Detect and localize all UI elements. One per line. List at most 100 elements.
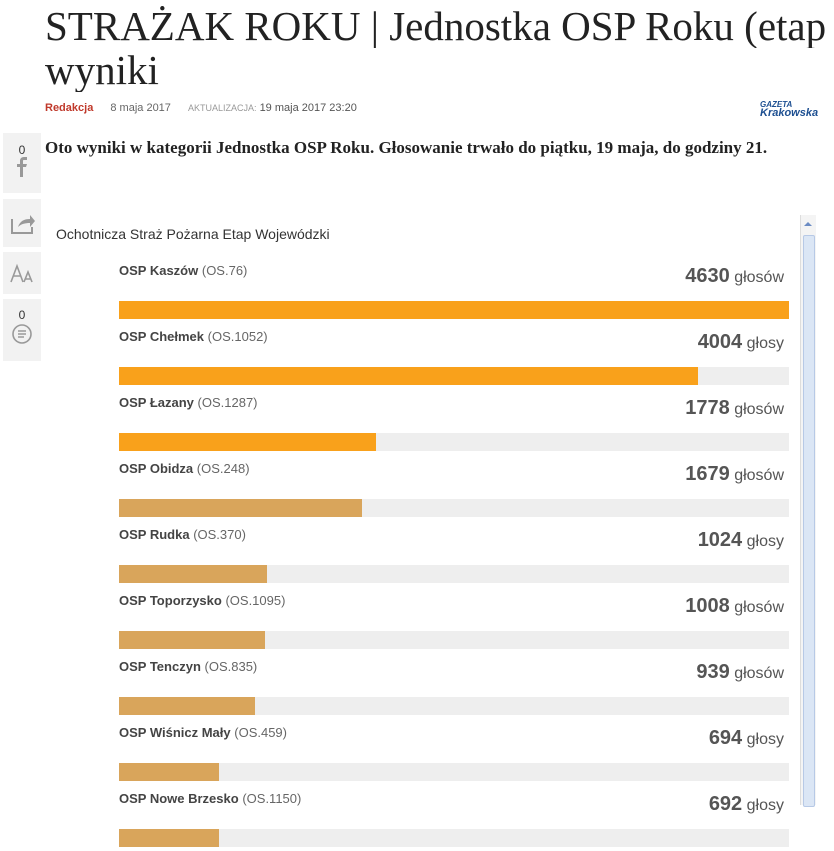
facebook-icon (17, 157, 27, 177)
votes-unit: głosy (746, 797, 784, 814)
bar-track (119, 367, 789, 385)
poll-title: Ochotnicza Straż Pożarna Etap Wojewódzki (56, 226, 330, 242)
vote-bar (119, 565, 268, 583)
scrollbar[interactable] (800, 215, 816, 807)
bar-track (119, 697, 789, 715)
vote-bar (119, 367, 699, 385)
entry-name: OSP Tenczyn (OS.835) (119, 659, 257, 674)
vote-bar (119, 301, 789, 319)
votes-unit: głosy (746, 731, 784, 748)
name-code: (OS.1287) (197, 395, 258, 410)
vote-bar (119, 697, 255, 715)
bar-track (119, 829, 789, 847)
name: OSP Łazany (119, 395, 194, 410)
votes-unit: głosów (734, 401, 784, 418)
votes-number: 4630 (685, 265, 730, 287)
votes-number: 939 (696, 661, 730, 683)
name-code: (OS.370) (193, 527, 246, 542)
name-code: (OS.835) (204, 659, 258, 674)
article-title: wyniki (45, 48, 159, 92)
entry-name: OSP Rudka (OS.370) (119, 527, 246, 542)
name-code: (OS.1095) (225, 593, 286, 608)
entry-name: OSP Łazany (OS.1287) (119, 395, 258, 410)
bar-track (119, 301, 789, 319)
poll-entry: OSP Rudka (OS.370) SMS pod nr 72355 o tre… (119, 527, 789, 587)
vote-count: 1679 głosów (685, 463, 784, 486)
votes-unit: głosów (734, 665, 784, 682)
sms-clip: SMS pod nr 72355 o treści OS.1150 (119, 811, 519, 825)
share-button[interactable] (3, 199, 41, 247)
sms-clip: SMS pod nr 72355 o treści OS.76 (119, 283, 519, 297)
facebook-share[interactable]: 0 (3, 133, 41, 193)
share-count: 0 (18, 143, 26, 157)
vote-count: 694 głosy (709, 727, 784, 750)
logo[interactable]: GAZETA Krakowska (760, 100, 819, 119)
poll-entry: OSP Tenczyn (OS.835) SMS pod nr 72355 o t… (119, 659, 789, 719)
scroll-thumb[interactable] (803, 235, 815, 807)
name-code: (OS.248) (196, 461, 250, 476)
name: OSP Tenczyn (119, 659, 201, 674)
page: STRAŻAK ROKU | Jednostka OSP Roku (etap … (3, 4, 827, 847)
article-title: STRAŻAK ROKU | Jednostka OSP Roku (etap (45, 4, 827, 48)
poll-widget: Ochotnicza Straż Pożarna Etap Wojewódzki (45, 212, 815, 812)
name-code: (OS.1052) (207, 329, 268, 344)
vote-bar (119, 763, 220, 781)
sms-clip: SMS pod nr 72355 o treści OS.1095 (119, 613, 519, 627)
votes-unit: głosów (734, 599, 784, 616)
bar-track (119, 565, 789, 583)
author[interactable]: Redakcja (45, 102, 94, 114)
votes-number: 1778 (685, 397, 730, 419)
scroll-up (804, 222, 812, 226)
bar-track (119, 631, 789, 649)
article-meta: Redakcja 8 maja 2017 AKTUALIZACJA: 19 ma… (45, 102, 357, 114)
poll-entry: OSP Chełmek (OS.1052) SMS pod nr 72355 o … (119, 329, 789, 389)
name: OSP Kaszów (119, 263, 199, 278)
sms-clip: SMS pod nr 72355 o treści OS.835 (119, 679, 519, 693)
vote-count: 4630 głosów (685, 265, 784, 288)
vote-bar (119, 433, 377, 451)
name-code: (OS.1150) (242, 791, 302, 806)
votes-number: 1679 (685, 463, 730, 485)
name: OSP Nowe Brzesko (119, 791, 239, 806)
name: OSP Wiśnicz Mały (119, 725, 231, 740)
vote-count: 1024 głosy (698, 529, 784, 552)
name-code: (OS.76) (201, 263, 248, 278)
font-size-button[interactable] (3, 252, 41, 294)
poll-entry: OSP Obidza (OS.248) SMS pod nr 72355 o tr… (119, 461, 789, 521)
vote-count: 4004 głosy (698, 331, 784, 354)
comment-icon (12, 324, 32, 344)
votes-number: 1008 (685, 595, 730, 617)
date: 8 maja 2017 (110, 102, 171, 114)
entry-name: OSP Chełmek (OS.1052) (119, 329, 268, 344)
poll-entry: OSP Łazany (OS.1287) SMS pod nr 72355 o t… (119, 395, 789, 455)
logo-text: Krakowska (760, 107, 819, 119)
font-size-icon (10, 263, 33, 283)
votes-number: 692 (708, 793, 743, 815)
name: OSP Obidza (119, 461, 194, 476)
bar-track (119, 433, 789, 451)
votes-number: 4004 (697, 331, 743, 353)
name-code: (OS.459) (234, 725, 287, 740)
poll-entry: OSP Wiśnicz Mały (OS.459) SMS pod nr 7235… (119, 725, 789, 785)
poll-entry: OSP Toporzysko (OS.1095) SMS pod nr 72355… (119, 593, 789, 653)
entry-name: OSP Nowe Brzesko (OS.1150) (119, 791, 301, 806)
vote-count: 1778 głosów (685, 397, 784, 420)
poll-entry: OSP Kaszów (OS.76) SMS pod nr 72355 o tre… (119, 263, 789, 323)
votes-number: 694 (708, 727, 743, 749)
entry-name: OSP Kaszów (OS.76) (119, 263, 247, 278)
name: OSP Toporzysko (119, 593, 222, 608)
votes-unit: głosów (734, 269, 784, 286)
comments-button[interactable]: 0 (3, 299, 41, 361)
poll-entry: OSP Nowe Brzesko (OS.1150) SMS pod nr 723… (119, 791, 789, 851)
vote-count: 1008 głosów (685, 595, 784, 618)
bar-track (119, 763, 789, 781)
entry-name: OSP Toporzysko (OS.1095) (119, 593, 285, 608)
votes-unit: głosy (746, 533, 784, 550)
votes-unit: głosów (734, 467, 784, 484)
bar-track (119, 499, 789, 517)
sms-clip: SMS pod nr 72355 o treści OS.370 (119, 547, 519, 561)
sms-clip: SMS pod nr 72355 o treści OS.459 (119, 745, 519, 759)
votes-unit: głosy (746, 335, 784, 352)
vote-bar (119, 829, 220, 847)
logo-text: GAZETA (760, 100, 793, 109)
